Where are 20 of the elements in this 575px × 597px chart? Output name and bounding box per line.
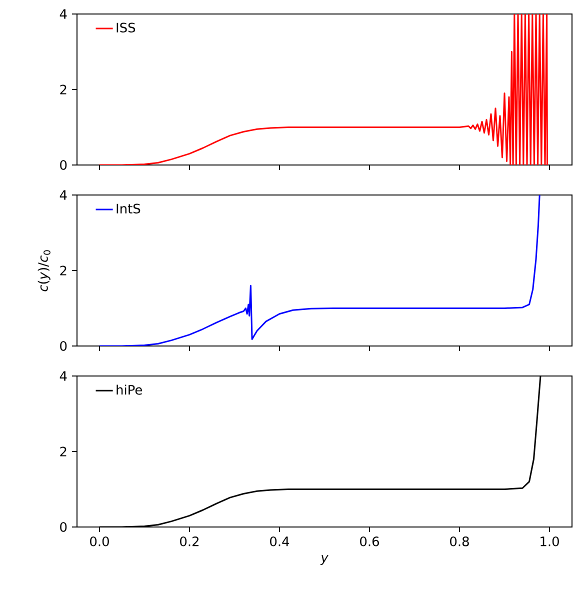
y-tick-label: 4 xyxy=(60,190,67,200)
legend-label: IntS xyxy=(116,204,140,214)
x-tick-label: 0.0 xyxy=(90,536,109,546)
y-tick-label: 2 xyxy=(60,266,66,276)
x-tick-label: 0.6 xyxy=(360,536,379,546)
y-tick-label: 0 xyxy=(60,522,67,532)
x-axis-title: y xyxy=(320,555,328,565)
y-tick-label: 2 xyxy=(60,84,66,94)
y-tick-label: 4 xyxy=(60,9,67,19)
legend-label: ISS xyxy=(116,22,136,33)
y-tick-label: 0 xyxy=(60,160,67,170)
y-tick-label: 0 xyxy=(60,341,67,351)
y-tick-label: 4 xyxy=(60,371,67,381)
x-tick-label: 0.4 xyxy=(270,536,290,546)
x-tick-label: 0.8 xyxy=(450,536,469,546)
x-tick-label: 0.2 xyxy=(180,536,198,546)
y-tick-label: 2 xyxy=(60,446,66,456)
y-axis-title: c(y)/c$_{0}$ xyxy=(38,250,50,292)
x-tick-label: 1.0 xyxy=(540,536,559,546)
legend-label: hiPe xyxy=(116,384,142,395)
